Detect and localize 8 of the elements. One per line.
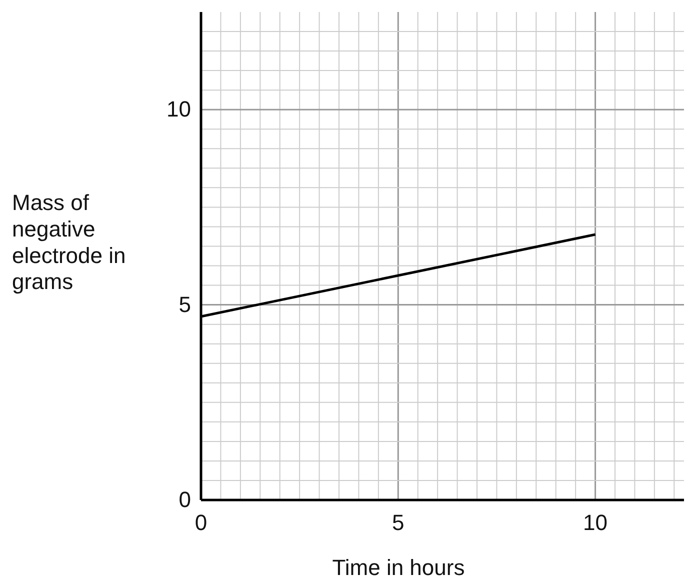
y-tick-label: 5 — [178, 292, 191, 317]
y-tick-label: 0 — [178, 487, 191, 512]
x-axis-title: Time in hours — [332, 555, 465, 580]
y-tick-label: 10 — [166, 96, 191, 122]
x-tick-label: 0 — [194, 510, 208, 535]
x-tick-label: 5 — [392, 510, 404, 535]
x-tick-label: 10 — [583, 510, 608, 535]
y-axis-title: Mass of negative electrode in grams — [12, 190, 126, 294]
